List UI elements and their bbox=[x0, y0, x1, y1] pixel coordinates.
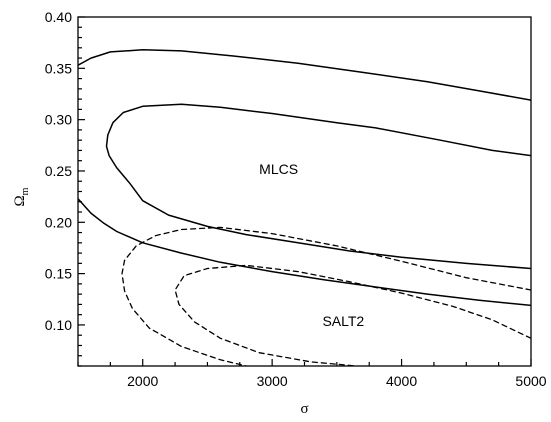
x-tick-label: 3000 bbox=[257, 373, 288, 389]
plot-frame bbox=[78, 17, 531, 366]
annotation-salt2: SALT2 bbox=[322, 313, 364, 329]
axis-tick-labels: 2000 3000 4000 5000 0.10 0.15 0.20 0.25 0.30 0.35… bbox=[45, 9, 547, 389]
x-tick-label: 5000 bbox=[515, 373, 546, 389]
salt2-contour-4 bbox=[122, 227, 531, 366]
y-tick-label: 0.25 bbox=[45, 163, 72, 179]
x-tick-label: 4000 bbox=[386, 373, 417, 389]
y-axis-label-main: Ω bbox=[12, 195, 28, 206]
y-tick-label: 0.35 bbox=[45, 60, 72, 76]
y-tick-label: 0.30 bbox=[45, 112, 72, 128]
y-axis-label-subscript: m bbox=[20, 187, 31, 195]
contour-curves bbox=[78, 50, 531, 366]
y-tick-label: 0.15 bbox=[45, 266, 72, 282]
y-tick-label: 0.40 bbox=[45, 9, 72, 25]
x-axis-label: σ bbox=[300, 401, 308, 417]
mlcs-contour-2 bbox=[107, 104, 532, 268]
y-tick-label: 0.10 bbox=[45, 317, 72, 333]
annotation-mlcs: MLCS bbox=[259, 161, 298, 177]
axis-ticks bbox=[78, 17, 531, 366]
y-tick-label: 0.20 bbox=[45, 214, 72, 230]
mlcs-contour-1 bbox=[78, 50, 531, 100]
mlcs-contour-3 bbox=[78, 199, 531, 306]
x-tick-label: 2000 bbox=[127, 373, 158, 389]
y-axis-label: Ωm bbox=[12, 187, 31, 206]
